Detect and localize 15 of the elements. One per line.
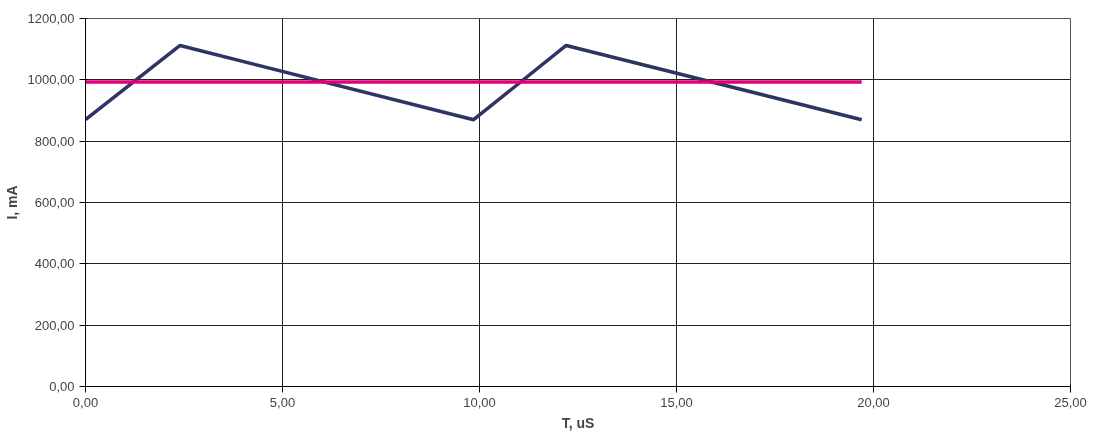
- x-tick-label: 10,00: [463, 394, 496, 410]
- y-tick-label: 800,00: [34, 133, 75, 149]
- y-axis-title: I, mA: [3, 185, 20, 220]
- y-tick-label: 0,00: [49, 379, 75, 394]
- y-tick-label: 200,00: [34, 317, 75, 333]
- y-tick-label: 400,00: [34, 256, 75, 272]
- x-tick-label: 5,00: [269, 394, 296, 410]
- x-axis-title: T, uS: [561, 414, 595, 431]
- x-tick-label: 25,00: [1054, 394, 1087, 410]
- y-tick-label: 1000,00: [27, 72, 75, 88]
- y-tick-label: 1200,00: [27, 11, 75, 26]
- x-tick-label: 0,00: [72, 394, 99, 410]
- x-tick-label: 15,00: [660, 394, 693, 410]
- x-tick-label: 20,00: [857, 394, 890, 410]
- y-tick-label: 600,00: [34, 195, 75, 210]
